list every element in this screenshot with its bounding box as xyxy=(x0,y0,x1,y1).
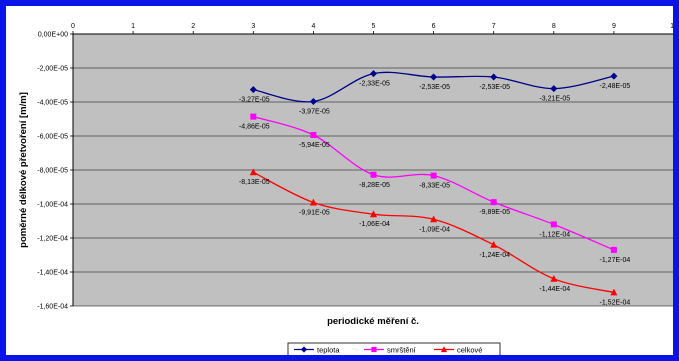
x-ticks: 0 1 2 3 4 5 6 7 8 9 10 xyxy=(71,23,673,34)
x-tick-label: 7 xyxy=(492,23,496,30)
point-marker xyxy=(430,172,437,179)
data-label-smrsteni: -8,28E-05 xyxy=(359,182,390,189)
data-label-celkove: -8,13E-05 xyxy=(239,179,270,186)
point-marker xyxy=(250,113,257,120)
y-tick-label: -1,40E-04 xyxy=(37,270,68,277)
point-marker xyxy=(370,70,377,78)
x-tick-label: 8 xyxy=(552,23,556,30)
y-tick-label: -1,60E-04 xyxy=(37,304,68,311)
data-label-smrsteni: -4,86E-05 xyxy=(239,124,270,131)
legend-label-teplota: teplota xyxy=(317,345,340,354)
x-tick-label: 6 xyxy=(432,23,436,30)
x-tick-label: 10 xyxy=(670,23,673,30)
series-group xyxy=(249,70,618,296)
data-label-teplota: -2,53E-05 xyxy=(419,84,450,91)
x-axis-title: periodické měření č. xyxy=(327,316,419,327)
x-tick-label: 2 xyxy=(191,23,195,30)
point-marker xyxy=(490,199,497,206)
data-labels: -3,27E-05 -3,97E-05 -2,33E-05 -2,53E-05 -2,5… xyxy=(239,81,630,307)
point-marker xyxy=(550,221,557,228)
point-marker xyxy=(490,73,498,81)
data-label-teplota: -2,53E-05 xyxy=(479,84,510,91)
x-tick-label: 5 xyxy=(372,23,376,30)
point-marker xyxy=(610,288,618,296)
data-label-celkove: -1,06E-04 xyxy=(359,221,390,228)
y-tick-label: -4,00E-05 xyxy=(37,100,68,107)
point-marker xyxy=(249,168,257,176)
point-marker xyxy=(309,97,317,105)
data-label-smrsteni: -1,27E-04 xyxy=(600,257,631,264)
data-label-celkove: -9,91E-05 xyxy=(299,209,330,216)
point-marker xyxy=(249,86,257,94)
point-marker xyxy=(300,346,308,353)
y-tick-label: -8,00E-05 xyxy=(37,168,68,175)
data-label-celkove: -1,24E-04 xyxy=(479,252,510,259)
point-marker xyxy=(610,246,617,253)
y-axis-title: poměrné délkové přetvoření [m/m] xyxy=(18,92,29,248)
x-tick-label: 0 xyxy=(71,23,75,30)
grid-lines xyxy=(73,67,673,307)
point-marker xyxy=(370,210,377,218)
data-label-teplota: -3,27E-05 xyxy=(239,97,270,104)
legend: teplota smrštění celkové xyxy=(294,345,482,354)
point-marker xyxy=(430,215,438,223)
point-marker xyxy=(440,346,448,353)
x-tick-label: 1 xyxy=(131,23,135,30)
y-tick-label: 0,00E+00 xyxy=(38,32,68,39)
point-marker xyxy=(490,241,498,248)
data-label-teplota: -3,97E-05 xyxy=(299,108,330,115)
point-marker xyxy=(310,131,317,138)
data-label-celkove: -1,52E-04 xyxy=(600,299,631,306)
point-marker xyxy=(550,85,558,93)
data-label-smrsteni: -9,89E-05 xyxy=(479,209,510,216)
data-label-teplota: -2,33E-05 xyxy=(359,81,390,88)
data-label-teplota: -3,21E-05 xyxy=(539,96,570,103)
point-marker xyxy=(309,198,317,206)
x-tick-label: 3 xyxy=(251,23,255,30)
data-label-celkove: -1,44E-04 xyxy=(539,286,570,293)
point-marker xyxy=(550,275,558,282)
point-marker xyxy=(430,73,438,81)
x-tick-label: 4 xyxy=(311,23,315,30)
data-label-smrsteni: -1,12E-04 xyxy=(539,231,570,238)
point-marker xyxy=(370,171,377,178)
y-tick-label: -1,00E-04 xyxy=(37,202,68,209)
y-tick-label: -6,00E-05 xyxy=(37,134,68,141)
point-marker xyxy=(371,346,377,353)
y-ticks: 0,00E+00 -2,00E-05 -4,00E-05 -6,00E-05 -8,00… xyxy=(37,32,73,311)
data-label-celkove: -1,09E-04 xyxy=(419,226,450,233)
line-chart: 0 1 2 3 4 5 6 7 8 9 10 0,00E+00 -2,00E-05 -4,00E-05 -… xyxy=(18,23,673,355)
chart-frame: 0 1 2 3 4 5 6 7 8 9 10 0,00E+00 -2,00E-05 -4,00E-05 -… xyxy=(6,6,673,355)
data-label-teplota: -2,48E-05 xyxy=(600,83,631,90)
x-tick-label: 9 xyxy=(612,23,616,30)
legend-label-celkove: celkové xyxy=(457,345,482,354)
legend-label-smrsteni: smrštění xyxy=(387,345,417,354)
data-label-smrsteni: -8,33E-05 xyxy=(419,183,450,190)
data-label-smrsteni: -5,94E-05 xyxy=(299,142,330,149)
y-tick-label: -2,00E-05 xyxy=(37,66,68,73)
point-marker xyxy=(610,72,618,80)
y-tick-label: -1,20E-04 xyxy=(37,236,68,243)
